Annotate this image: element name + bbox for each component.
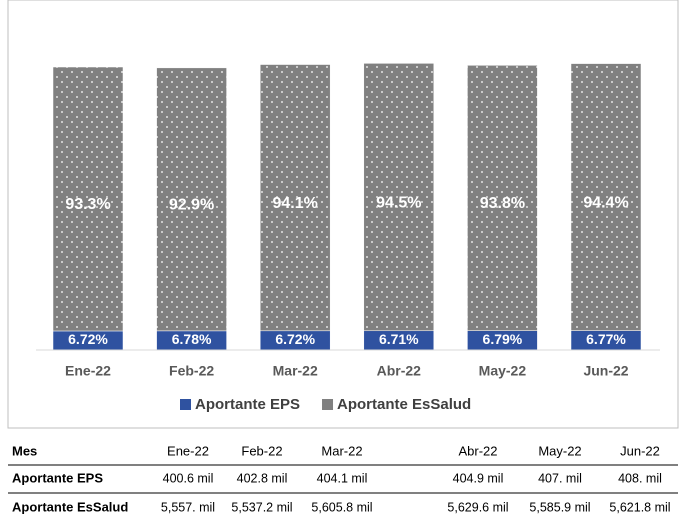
legend-swatch [180,399,191,410]
table-cell: 5,585.9 mil [529,500,590,514]
table-cell: 5,537.2 mil [231,500,292,514]
table-col-header: Ene-22 [167,443,209,458]
share-label: 6.79% [483,331,523,347]
bar-segment [156,67,227,332]
table-cell: 404.1 mil [317,471,368,485]
bar-segment [467,65,538,331]
table-cell: 408. mil [618,471,662,485]
x-tick-label: May-22 [479,363,527,379]
share-label: 6.72% [68,331,108,347]
share-label: 94.4% [583,194,628,211]
table-row-header: Aportante EsSalud [12,499,128,514]
share-label: 92.9% [169,197,214,214]
x-tick-label: Jun-22 [583,363,628,379]
table-cell: 400.6 mil [163,471,214,485]
table-col-header: Jun-22 [620,443,660,458]
bar-segment [259,64,331,332]
share-label: 6.78% [172,331,212,347]
table-col-header: Feb-22 [241,443,282,458]
legend-swatch [322,399,334,410]
x-tick-label: Feb-22 [169,363,214,379]
share-label: 6.77% [586,331,626,347]
table-col-header: Abr-22 [458,443,497,458]
share-label: 93.8% [480,195,525,212]
share-label: 94.1% [273,195,318,212]
bar-segment [570,63,642,331]
table-cell: 404.9 mil [453,471,504,485]
table-row-header: Aportante EPS [12,470,103,485]
x-tick-label: Mar-22 [273,363,318,379]
x-tick-label: Ene-22 [65,363,111,379]
table-cell: 5,557. mil [161,500,215,514]
share-label: 6.71% [379,331,419,347]
table-cell: 407. mil [538,471,582,485]
share-label: 6.72% [275,331,315,347]
bar-segment [363,63,435,332]
table-col-header: May-22 [538,443,581,458]
table-cell: 5,605.8 mil [311,500,372,514]
legend-label: Aportante EPS [195,396,300,413]
share-label: 94.5% [376,194,421,211]
share-label: 93.3% [65,196,110,213]
x-tick-label: Abr-22 [377,363,422,379]
bar-segment [52,66,124,332]
table-col-header: Mar-22 [321,443,362,458]
table-cell: 5,629.6 mil [447,500,508,514]
table-header: Mes [12,443,37,458]
table-cell: 402.8 mil [237,471,288,485]
legend-label: Aportante EsSalud [337,396,471,413]
table-cell: 5,621.8 mil [609,500,670,514]
